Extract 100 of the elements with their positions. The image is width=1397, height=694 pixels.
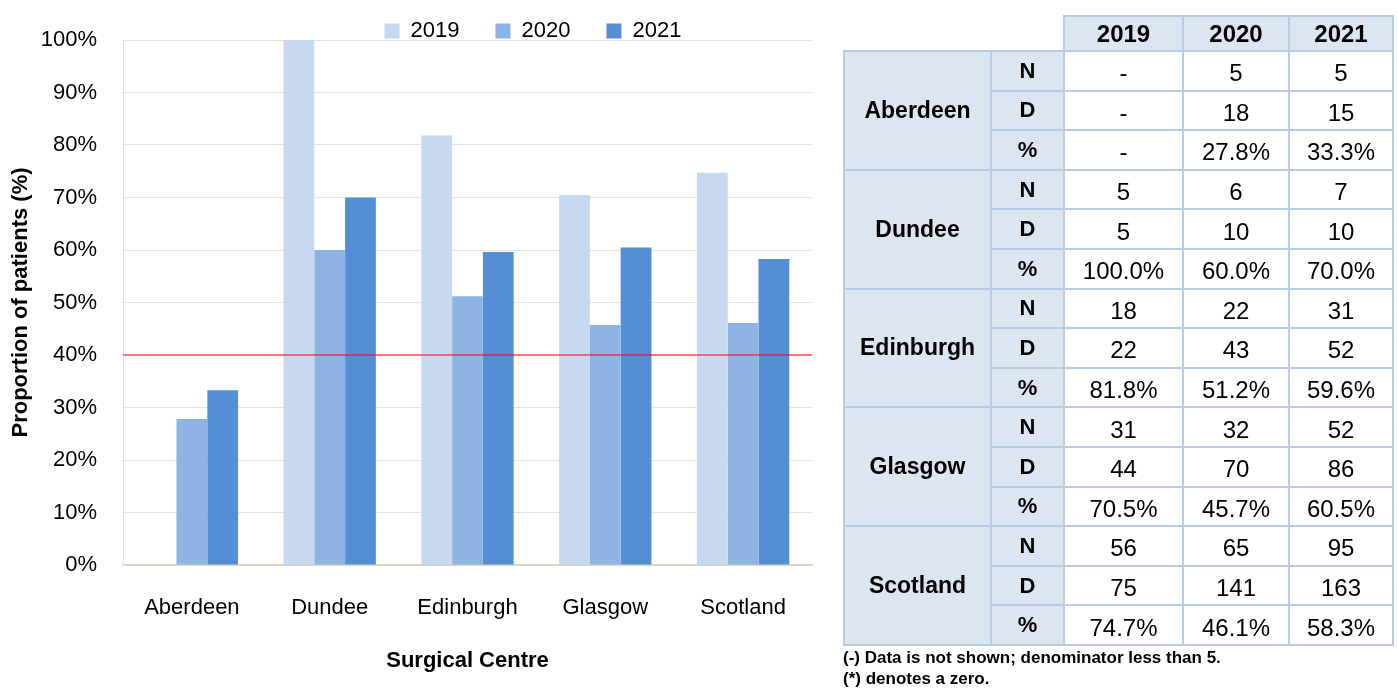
text: 15 — [1327, 98, 1355, 126]
y-tick-label: 20% — [52, 446, 97, 472]
text: (*) denotes a zero. — [843, 668, 991, 689]
text: 75 — [1110, 574, 1137, 602]
text: 60.0% — [1201, 257, 1271, 285]
category-label: D — [1019, 216, 1036, 242]
y-tick-label: 0% — [65, 551, 97, 577]
x-tick-label: Dundee — [291, 594, 369, 620]
bar — [314, 250, 346, 565]
text: 33.3% — [1306, 138, 1376, 166]
category-label: N — [1019, 414, 1036, 440]
text: 44 — [1110, 455, 1137, 483]
category-label: N — [1019, 57, 1036, 83]
category-label: % — [1017, 612, 1038, 638]
text: 31 — [1110, 415, 1137, 443]
text: 10 — [1222, 217, 1250, 245]
text: 7 — [1334, 178, 1348, 206]
text: 58.3% — [1306, 613, 1376, 641]
category-label: Dundee — [875, 215, 960, 242]
x-tick-label: Edinburgh — [417, 594, 518, 620]
y-tick-label: 40% — [52, 341, 97, 367]
text: 70.0% — [1306, 257, 1376, 285]
text: 59.6% — [1306, 376, 1376, 404]
text: 27.8% — [1201, 138, 1271, 166]
y-tick-label: 60% — [52, 236, 97, 262]
bar — [727, 322, 759, 565]
text: 6 — [1229, 178, 1243, 206]
category-label: D — [1019, 453, 1036, 479]
text: 70 — [1222, 455, 1250, 483]
bar — [283, 40, 315, 565]
legend-label: 2021 — [632, 17, 682, 43]
category-label: % — [1017, 374, 1038, 400]
text: 22 — [1110, 336, 1137, 364]
category-label: Scotland — [868, 572, 967, 599]
category-label: Aberdeen — [864, 96, 971, 123]
text: (-) Data is not shown; denominator less than 5. — [843, 647, 1221, 668]
bar — [207, 390, 239, 565]
bar — [421, 135, 453, 565]
x-tick-label: Aberdeen — [144, 594, 240, 620]
text: 46.1% — [1201, 613, 1271, 641]
text: 5 — [1334, 59, 1348, 87]
y-tick-label: 100% — [40, 26, 97, 52]
text: 51.2% — [1201, 376, 1271, 404]
text: 74.7% — [1089, 613, 1158, 641]
x-tick-label: Glasgow — [562, 594, 649, 620]
category-label: N — [1019, 532, 1036, 558]
bar — [559, 194, 590, 565]
text: 70.5% — [1089, 494, 1158, 522]
bar — [452, 296, 483, 565]
category-label: Edinburgh — [860, 334, 975, 361]
category-label: % — [1017, 255, 1038, 281]
category-label: D — [1019, 97, 1036, 123]
text: 5 — [1116, 178, 1131, 206]
text: 5 — [1116, 217, 1131, 245]
text: 86 — [1327, 455, 1355, 483]
y-tick-label: 30% — [52, 393, 97, 419]
y-tick-label: 10% — [52, 498, 97, 524]
category-label: 2021 — [1314, 19, 1368, 48]
category-label: D — [1019, 334, 1036, 360]
bar — [696, 172, 728, 565]
text: 163 — [1320, 574, 1362, 602]
category-label: D — [1019, 572, 1036, 598]
legend-label: 2019 — [410, 17, 460, 43]
y-tick-label: 50% — [52, 288, 97, 314]
text: - — [1119, 98, 1128, 126]
text: 141 — [1215, 574, 1257, 602]
y-tick-label: 90% — [52, 78, 97, 104]
text: 18 — [1110, 296, 1137, 324]
bar — [589, 325, 621, 565]
bar — [345, 197, 376, 565]
text: 32 — [1222, 415, 1250, 443]
text: 95 — [1327, 534, 1355, 562]
text: - — [1119, 138, 1128, 166]
category-label: N — [1019, 295, 1036, 321]
bar — [758, 258, 790, 565]
legend-label: 2020 — [521, 17, 571, 43]
y-tick-label: 70% — [52, 183, 97, 209]
x-tick-label: Scotland — [700, 594, 786, 620]
text: 10 — [1327, 217, 1355, 245]
y-axis-title: Proportion of patients (%) — [7, 167, 33, 438]
text: 52 — [1327, 336, 1355, 364]
text: 45.7% — [1201, 494, 1271, 522]
bar — [176, 419, 208, 565]
text: 100.0% — [1082, 257, 1165, 285]
bar — [620, 247, 652, 565]
text: 60.5% — [1306, 494, 1376, 522]
category-label: % — [1017, 136, 1038, 162]
text: 52 — [1327, 415, 1355, 443]
text: - — [1119, 59, 1128, 87]
text: 81.8% — [1089, 376, 1158, 404]
category-label: % — [1017, 493, 1038, 519]
text: 31 — [1327, 296, 1355, 324]
text: 5 — [1229, 59, 1243, 87]
text: 43 — [1222, 336, 1250, 364]
text: 56 — [1110, 534, 1137, 562]
text: 18 — [1222, 98, 1250, 126]
category-label: Glasgow — [869, 453, 966, 480]
category-label: 2019 — [1096, 19, 1151, 48]
category-label: N — [1019, 176, 1036, 202]
category-label: 2020 — [1209, 19, 1263, 48]
